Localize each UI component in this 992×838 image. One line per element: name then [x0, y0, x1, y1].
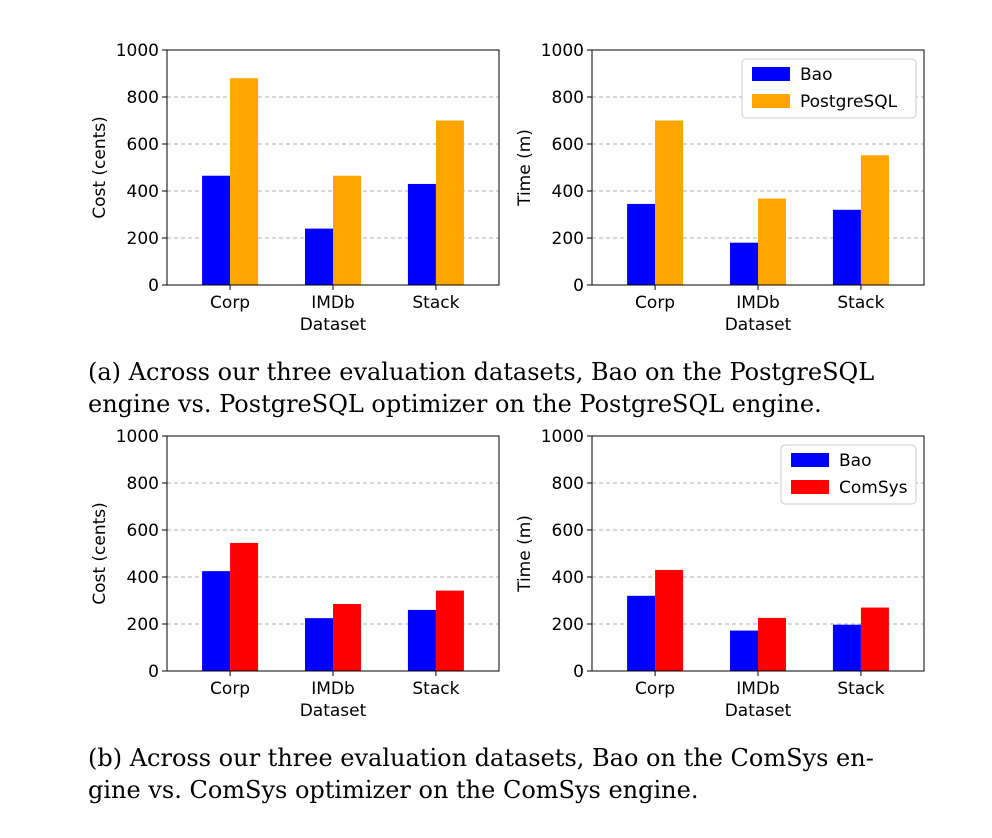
x-axis-label: Dataset — [300, 315, 367, 335]
caption-a: (a) Across our three evaluation datasets… — [88, 356, 948, 420]
bar-bao-stack — [832, 209, 861, 285]
bar-comsys-stack — [435, 590, 464, 671]
legend-swatch-bao — [791, 453, 829, 467]
y-tick-label: 200 — [552, 229, 584, 249]
y-tick-label: 1000 — [541, 41, 584, 61]
y-tick-label: 0 — [573, 662, 584, 682]
bar-bao-imdb — [305, 618, 333, 671]
legend-swatch-bao — [752, 67, 790, 81]
x-tick-label: Stack — [412, 293, 459, 313]
legend-swatch-postgresql — [752, 94, 790, 108]
x-tick-label: Stack — [837, 293, 884, 313]
y-tick-label: 200 — [127, 615, 159, 635]
bar-bao-stack — [407, 609, 436, 671]
bar-comsys-imdb — [758, 617, 786, 671]
y-axis-label: Cost (cents) — [90, 502, 110, 605]
x-tick-label: Corp — [210, 679, 250, 699]
y-tick-label: 200 — [127, 229, 159, 249]
x-tick-label: IMDb — [736, 293, 780, 313]
chart-panel-2: Corp IMDb Stack 0 200 400 600 800 1000 Time (m) Da… — [515, 41, 925, 335]
y-tick-label: 0 — [148, 276, 159, 296]
caption-b-line2: gine vs. ComSys optimizer on the ComSys … — [88, 776, 699, 804]
x-tick-label: IMDb — [736, 679, 780, 699]
bar-postgresql-corp — [230, 78, 259, 285]
axes-frame — [591, 49, 925, 286]
y-tick-label: 600 — [127, 521, 159, 541]
y-tick-label: 800 — [552, 88, 584, 108]
y-tick-label: 600 — [127, 135, 159, 155]
bar-bao-imdb — [730, 630, 758, 671]
chart-panel-3: Corp IMDb Stack 0 200 400 600 800 1000 Cost (cent… — [90, 427, 500, 721]
bar-bao-corp — [202, 571, 231, 671]
bar-comsys-corp — [230, 542, 259, 671]
y-axis-label: Time (m) — [515, 129, 535, 207]
legend-label-postgresql: PostgreSQL — [800, 92, 898, 112]
x-tick-label: IMDb — [311, 679, 355, 699]
x-tick-label: Stack — [412, 679, 459, 699]
caption-b: (b) Across our three evaluation datasets… — [88, 742, 948, 806]
bar-bao-corp — [627, 203, 656, 285]
x-axis-label: Dataset — [725, 701, 792, 721]
x-axis-label: Dataset — [725, 315, 792, 335]
y-tick-label: 1000 — [116, 427, 159, 447]
axes-frame — [166, 435, 500, 672]
bar-postgresql-imdb — [758, 198, 786, 285]
chart-panel-4: Corp IMDb Stack 0 200 400 600 800 1000 Time (m) Da… — [515, 427, 925, 721]
y-tick-label: 400 — [127, 182, 159, 202]
bar-bao-corp — [627, 595, 656, 671]
y-tick-label: 800 — [552, 474, 584, 494]
chart-panel-1: Corp IMDb Stack 0 200 400 600 800 1000 Cost (cent… — [90, 41, 500, 335]
y-tick-label: 600 — [552, 521, 584, 541]
x-tick-label: Stack — [837, 679, 884, 699]
bar-comsys-imdb — [333, 604, 361, 671]
bar-postgresql-stack — [860, 155, 889, 285]
y-tick-label: 0 — [573, 276, 584, 296]
x-tick-label: Corp — [635, 293, 675, 313]
axes-frame — [591, 435, 925, 672]
y-tick-label: 400 — [552, 568, 584, 588]
y-tick-label: 1000 — [541, 427, 584, 447]
legend: Bao ComSys — [780, 444, 917, 505]
bar-comsys-corp — [655, 569, 684, 671]
bar-postgresql-stack — [435, 120, 464, 285]
y-tick-label: 1000 — [116, 41, 159, 61]
legend-label-comsys: ComSys — [839, 478, 908, 498]
y-axis-label: Cost (cents) — [90, 116, 110, 219]
legend-label-bao: Bao — [839, 451, 871, 471]
x-tick-label: Corp — [210, 293, 250, 313]
y-tick-label: 400 — [552, 182, 584, 202]
caption-a-line2: engine vs. PostgreSQL optimizer on the P… — [88, 390, 822, 418]
y-axis-label: Time (m) — [515, 515, 535, 593]
y-tick-label: 400 — [127, 568, 159, 588]
y-tick-label: 800 — [127, 88, 159, 108]
y-tick-label: 0 — [148, 662, 159, 682]
bar-postgresql-corp — [655, 120, 684, 285]
caption-a-line1: (a) Across our three evaluation datasets… — [88, 358, 875, 386]
x-tick-label: IMDb — [311, 293, 355, 313]
legend: Bao PostgreSQL — [741, 58, 917, 119]
bar-comsys-stack — [860, 607, 889, 671]
legend-label-bao: Bao — [800, 65, 832, 85]
x-tick-label: Corp — [635, 679, 675, 699]
bar-bao-imdb — [730, 242, 758, 285]
bar-bao-imdb — [305, 228, 333, 285]
y-tick-label: 800 — [127, 474, 159, 494]
axes-frame — [166, 49, 500, 286]
bar-postgresql-imdb — [333, 175, 361, 285]
bar-bao-stack — [407, 183, 436, 285]
caption-b-line1: (b) Across our three evaluation datasets… — [88, 744, 874, 772]
x-axis-label: Dataset — [300, 701, 367, 721]
bar-bao-corp — [202, 175, 231, 285]
legend-swatch-comsys — [791, 480, 829, 494]
y-tick-label: 600 — [552, 135, 584, 155]
y-tick-label: 200 — [552, 615, 584, 635]
bar-bao-stack — [832, 624, 861, 671]
